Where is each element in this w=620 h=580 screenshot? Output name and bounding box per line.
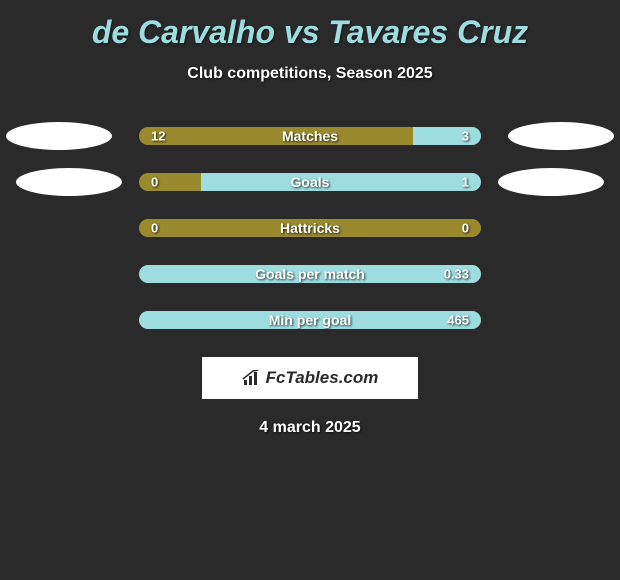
value-left: 0 [151,221,158,236]
bar-label: Matches [282,128,338,144]
bar-container: 0 Hattricks 0 [139,219,481,237]
value-right: 465 [447,313,469,328]
date-label: 4 march 2025 [0,419,620,437]
chart-icon [242,370,262,386]
logo-text: FcTables.com [242,368,379,388]
bar-container: Min per goal 465 [139,311,481,329]
bar-label: Goals per match [255,266,365,282]
logo-label: FcTables.com [266,368,379,388]
value-right: 1 [462,175,469,190]
bar-left [139,127,413,145]
bar-right [201,173,481,191]
bar-right [413,127,481,145]
bar-left [139,173,201,191]
stat-row-goals: 0 Goals 1 [0,173,620,191]
comparison-subtitle: Club competitions, Season 2025 [0,65,620,83]
value-right: 0.33 [444,267,469,282]
comparison-title: de Carvalho vs Tavares Cruz [0,0,620,51]
stat-row-matches: 12 Matches 3 [0,127,620,145]
bar-label: Min per goal [269,312,351,328]
player-marker-left [6,122,112,150]
bar-container: 0 Goals 1 [139,173,481,191]
bar-label: Hattricks [280,220,340,236]
value-left: 0 [151,175,158,190]
player-marker-right [508,122,614,150]
stat-row-mpg: Min per goal 465 [0,311,620,329]
stat-row-gpm: Goals per match 0.33 [0,265,620,283]
player-marker-right [498,168,604,196]
value-right: 3 [462,129,469,144]
attribution-logo: FcTables.com [202,357,418,399]
value-left: 12 [151,129,165,144]
bar-container: Goals per match 0.33 [139,265,481,283]
bar-label: Goals [291,174,330,190]
value-right: 0 [462,221,469,236]
player-marker-left [16,168,122,196]
stat-row-hattricks: 0 Hattricks 0 [0,219,620,237]
chart-area: 12 Matches 3 0 Goals 1 0 Hattricks 0 Goa… [0,127,620,329]
bar-container: 12 Matches 3 [139,127,481,145]
